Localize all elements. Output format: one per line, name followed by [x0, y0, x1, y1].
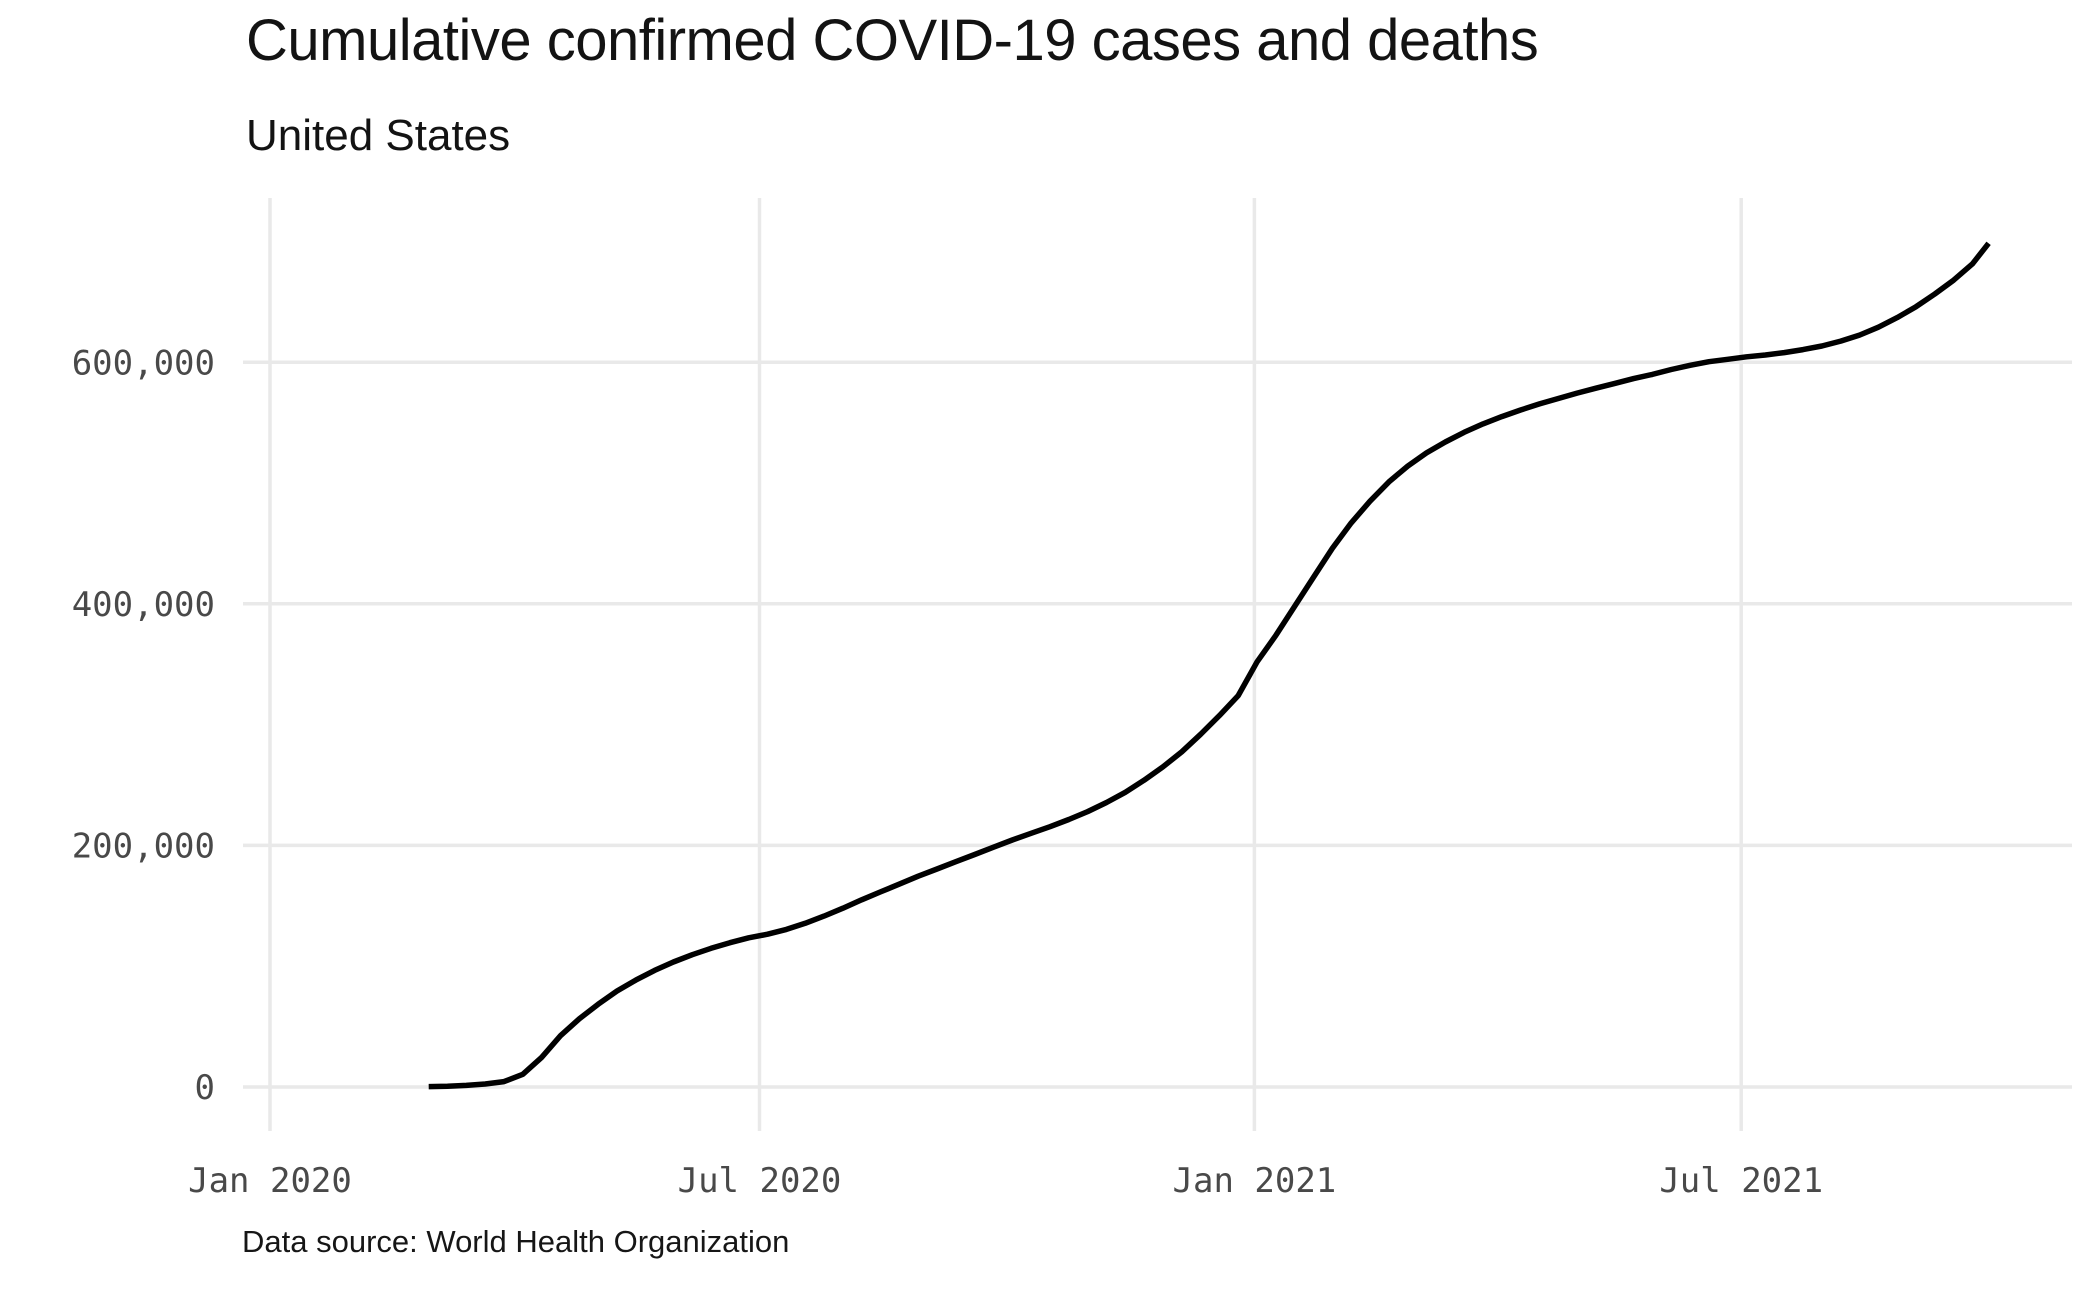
x-axis-tick-label: Jul 2021	[1659, 1161, 1823, 1201]
chart-subtitle: United States	[246, 111, 511, 160]
y-axis-tick-label: 200,000	[72, 826, 215, 866]
data-line-series	[428, 241, 1991, 1090]
data-source-note: Data source: World Health Organization	[242, 1224, 790, 1259]
x-axis-tick-label: Jan 2021	[1173, 1161, 1337, 1201]
x-axis-tick-label: Jul 2020	[678, 1161, 842, 1201]
y-axis-tick-label: 0	[195, 1068, 215, 1108]
y-axis-tick-label: 600,000	[72, 343, 215, 383]
chart-title: Cumulative confirmed COVID-19 cases and …	[246, 8, 1539, 73]
x-axis-tick-label: Jan 2020	[188, 1161, 352, 1201]
y-axis-tick-label: 400,000	[72, 585, 215, 625]
